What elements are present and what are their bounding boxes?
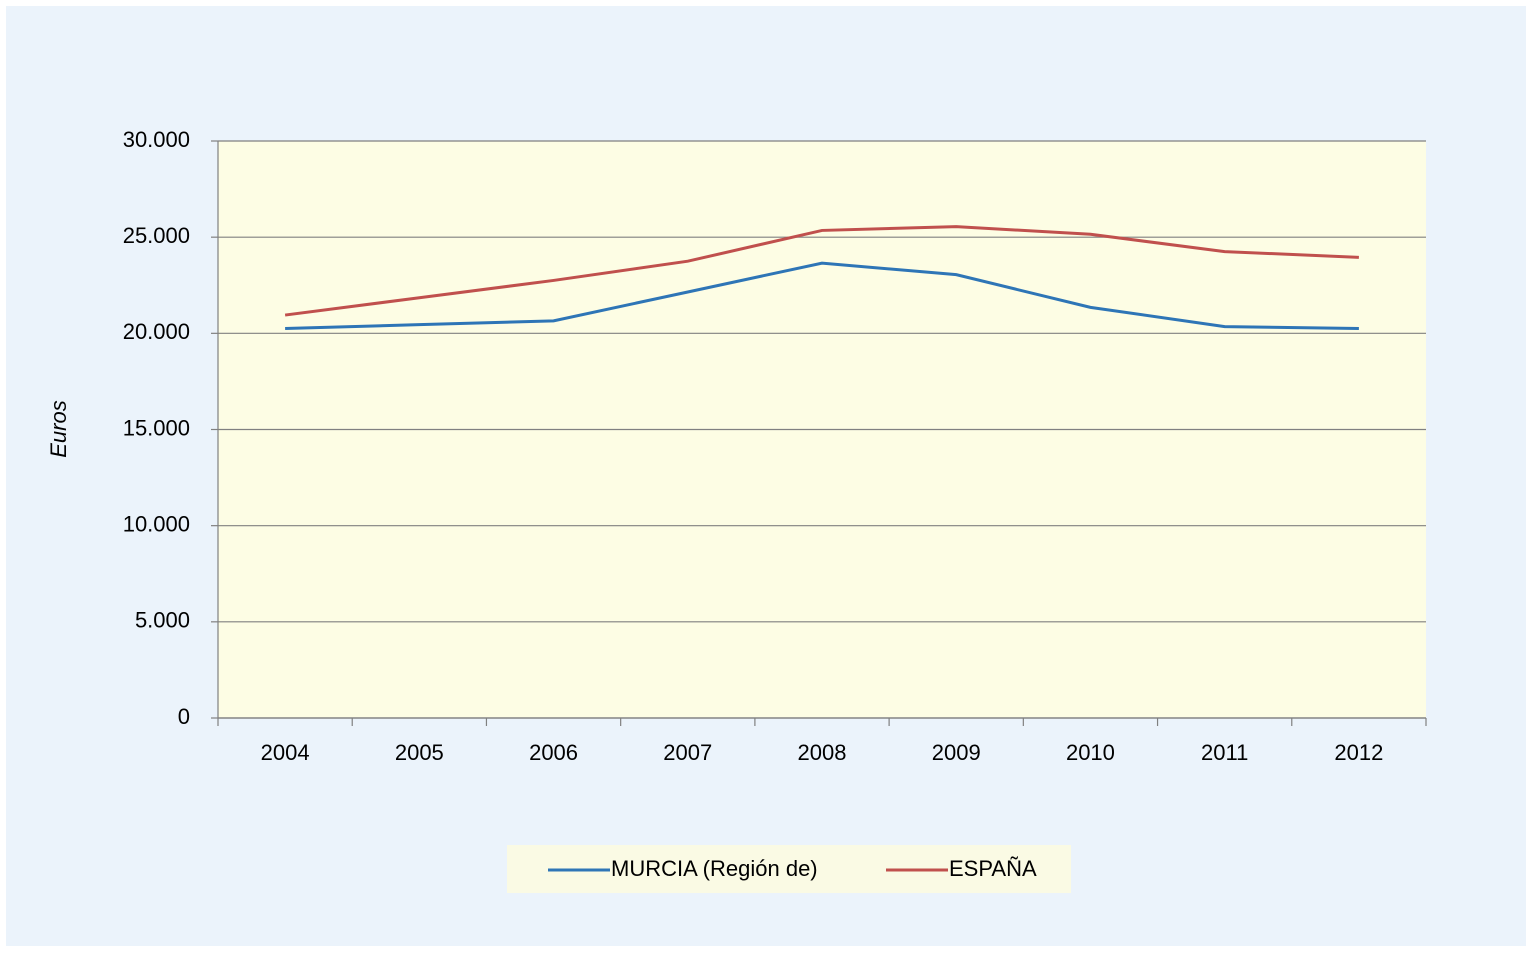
- series-line: [284, 225, 1359, 317]
- y-tick-label: 25.000: [123, 223, 190, 248]
- legend-label: MURCIA (Región de): [611, 856, 818, 881]
- x-tick-label: 2009: [932, 740, 981, 765]
- series-line: [285, 261, 1359, 331]
- x-tick-label: 2006: [529, 740, 578, 765]
- x-tick-label: 2010: [1066, 740, 1115, 765]
- y-axis-label: Euros: [46, 400, 71, 457]
- y-tick-label: 5.000: [135, 608, 190, 633]
- y-tick-label: 20.000: [123, 319, 190, 344]
- y-tick-label: 10.000: [123, 511, 190, 536]
- x-tick-label: 2011: [1201, 740, 1248, 765]
- y-tick-label: 30.000: [123, 127, 190, 152]
- x-tick-label: 2008: [798, 740, 847, 765]
- y-tick-label: 0: [178, 704, 190, 729]
- y-tick-label: 15.000: [123, 415, 190, 440]
- x-tick-label: 2007: [663, 740, 712, 765]
- legend-label: ESPAÑA: [949, 856, 1037, 881]
- x-tick-label: 2005: [395, 740, 444, 765]
- x-tick-label: 2004: [261, 740, 310, 765]
- x-tick-label: 2012: [1334, 740, 1383, 765]
